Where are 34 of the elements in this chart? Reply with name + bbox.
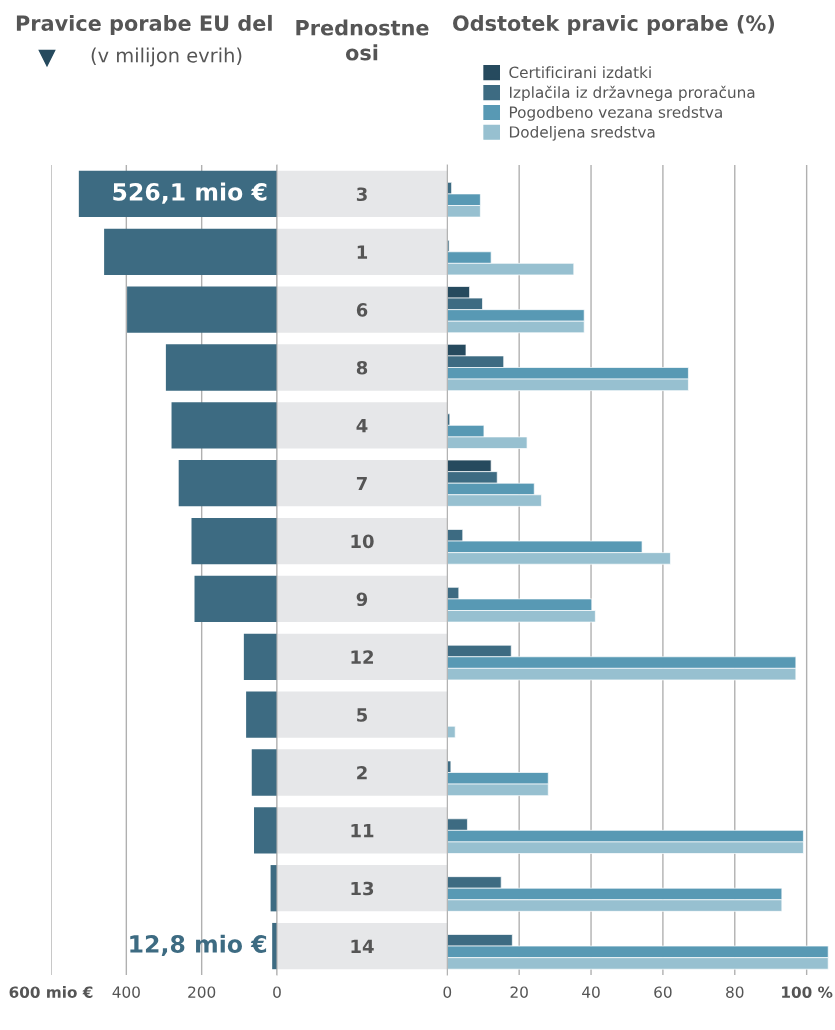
chart-title: Pravice porabe EU del [16,14,272,36]
x-tick-label: 0 [443,986,452,998]
y-tick-label: 1 [357,245,368,259]
y-tick-label: 10 [351,534,374,549]
x-tick-label: 100 % [782,986,833,998]
x-tick-label: 40 [582,986,600,998]
x-tick-label: 60 [654,986,672,998]
y-tick-label: 11 [351,824,374,838]
x-tick-label: 80 [726,986,744,998]
legend-label: Izplačila iz državnega proračuna [509,85,755,102]
x-tick-label: 200 [188,986,216,998]
y-tick-label: 13 [351,881,374,896]
legend-label: Pogodbeno vezana sredstva [509,106,722,121]
chart-subtitle: (v milijon evrih) [91,47,242,67]
legend-label: Dodeljena sredstva [509,125,655,141]
legend-label: Certificirani izdatki [509,66,651,79]
y-axis-title: Prednostne osi [296,19,429,61]
data-label: 12,8 mio € [130,934,267,956]
y-tick-label: 9 [356,592,368,607]
y-tick-label: 12 [351,650,373,664]
y-tick-label: 6 [356,303,368,317]
x-tick-label: 400 [112,986,140,998]
y-tick-label: 14 [351,939,374,953]
y-tick-label: 7 [356,476,367,491]
x-tick-label: 20 [510,986,528,998]
y-tick-label: 5 [357,708,368,722]
x-tick-label: 600 mio € [9,986,93,998]
y-tick-label: 2 [357,765,367,780]
y-tick-label: 3 [356,187,367,202]
y-tick-label: 4 [356,419,368,433]
y-tick-label: 8 [356,360,368,375]
x-tick-label: 0 [273,986,281,998]
data-label: 526,1 mio € [113,182,267,204]
chart-title: Odstotek pravic porabe (%) [453,14,775,36]
